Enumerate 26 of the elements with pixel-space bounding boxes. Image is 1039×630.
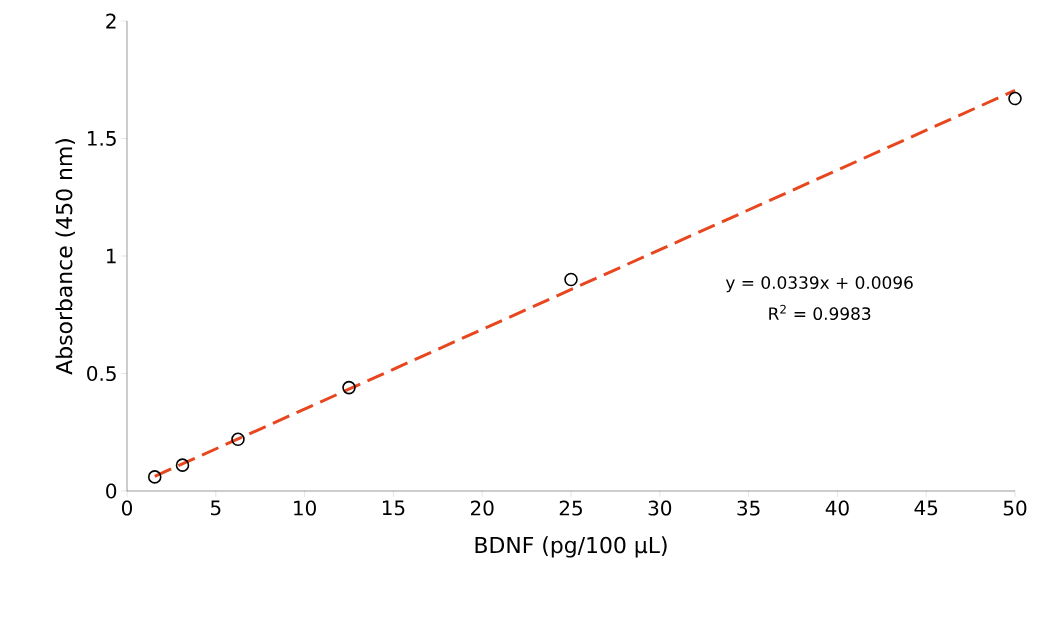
x-tick-label: 20 bbox=[470, 500, 494, 516]
point bbox=[231, 432, 245, 447]
x-tick-label: 40 bbox=[825, 500, 849, 516]
x-tick-label: 0 bbox=[121, 500, 133, 516]
x-tick-label: 35 bbox=[737, 500, 760, 516]
x-tick-label: 25 bbox=[559, 500, 582, 516]
y-tick-label: 0.5 bbox=[87, 365, 116, 382]
x-axis-title: BDNF (pg/100 μL) bbox=[475, 536, 667, 558]
y-axis-title: Absorbance (450 nm) bbox=[55, 139, 75, 375]
x-tick-label: 45 bbox=[914, 500, 938, 516]
point bbox=[564, 272, 578, 287]
point bbox=[147, 470, 162, 484]
x-tick-label: 30 bbox=[648, 500, 672, 516]
annotation: R$^{2}$ = 0.9983 bbox=[769, 304, 871, 321]
y-tick-label: 1 bbox=[107, 248, 116, 264]
annotation: y = 0.0339x + 0.0096 bbox=[725, 276, 913, 293]
x-tick-label: 10 bbox=[294, 500, 316, 516]
point bbox=[1008, 91, 1022, 106]
y-tick-label: 1.5 bbox=[88, 131, 116, 146]
point bbox=[342, 380, 356, 395]
x-tick-label: 5 bbox=[210, 500, 221, 516]
x-tick-label: 15 bbox=[382, 500, 405, 516]
y-tick-label: 2 bbox=[106, 13, 116, 29]
y-tick-label: 0 bbox=[106, 483, 117, 499]
point bbox=[175, 458, 190, 472]
x-tick-label: 50 bbox=[1003, 500, 1027, 516]
